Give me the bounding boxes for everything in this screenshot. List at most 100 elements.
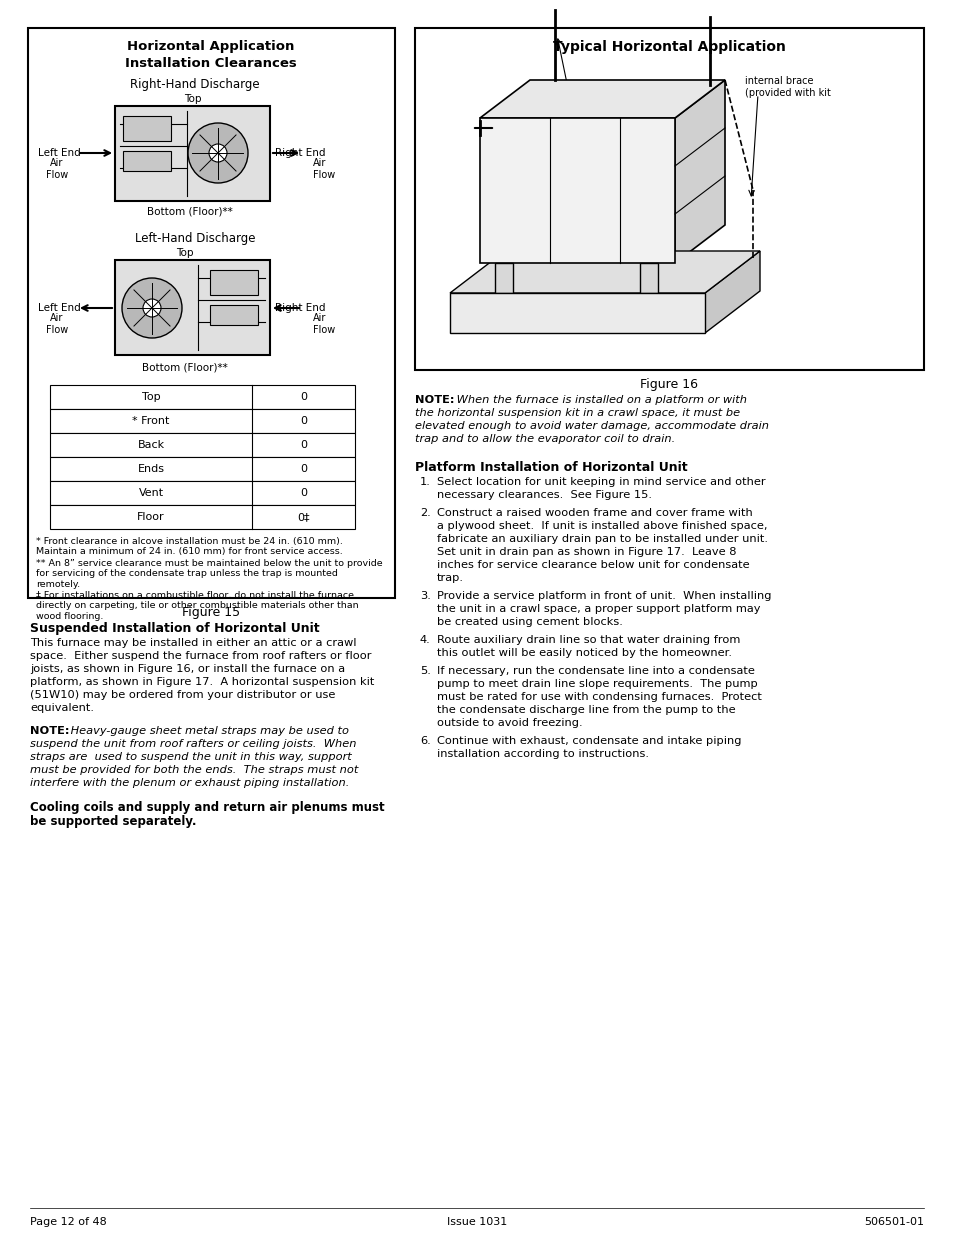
Text: Back: Back [137,440,164,450]
Text: interfere with the plenum or exhaust piping installation.: interfere with the plenum or exhaust pip… [30,778,349,788]
Text: Construct a raised wooden frame and cover frame with: Construct a raised wooden frame and cove… [436,508,752,517]
Text: Left End: Left End [38,148,81,158]
Bar [50,480,355,505]
Bar [495,263,513,293]
Text: Page 12 of 48: Page 12 of 48 [30,1216,107,1228]
Text: Drain Pan: Drain Pan [455,308,505,317]
Text: Issue 1031: Issue 1031 [446,1216,507,1228]
Text: NOTE:: NOTE: [415,395,454,405]
Text: Right End: Right End [274,303,325,312]
Text: 3.: 3. [419,592,431,601]
Text: Route auxiliary drain line so that water draining from: Route auxiliary drain line so that water… [436,635,740,645]
Text: pump to meet drain line slope requirements.  The pump: pump to meet drain line slope requiremen… [436,679,757,689]
Text: Bottom (Floor)**: Bottom (Floor)** [142,362,228,372]
Circle shape [188,124,248,183]
Text: Air
Flow: Air Flow [46,312,68,335]
Bar [50,385,355,409]
Text: 2.: 2. [419,508,431,517]
Circle shape [143,299,161,317]
Polygon shape [450,293,704,333]
Text: a plywood sheet.  If unit is installed above finished space,: a plywood sheet. If unit is installed ab… [436,521,767,531]
Text: Top: Top [142,391,160,403]
Text: Figure 16: Figure 16 [639,378,698,391]
Text: Left End: Left End [38,303,81,312]
Bar [115,261,270,354]
Text: equivalent.: equivalent. [30,703,94,713]
Text: Bottom (Floor)**: Bottom (Floor)** [147,206,233,216]
Text: trap and to allow the evaporator coil to drain.: trap and to allow the evaporator coil to… [415,433,675,445]
Text: be supported separately.: be supported separately. [30,815,196,827]
Text: * Front clearance in alcove installation must be 24 in. (610 mm).
Maintain a min: * Front clearance in alcove installation… [36,537,342,557]
Text: 0‡: 0‡ [297,513,310,522]
Text: (51W10) may be ordered from your distributor or use: (51W10) may be ordered from your distrib… [30,690,335,700]
Bar [123,116,171,141]
Text: * Front: * Front [132,416,170,426]
Text: outside to avoid freezing.: outside to avoid freezing. [436,718,582,727]
Bar [123,151,171,170]
Text: fabricate an auxiliary drain pan to be installed under unit.: fabricate an auxiliary drain pan to be i… [436,534,767,543]
Bar [415,28,923,370]
Text: platform, as shown in Figure 17.  A horizontal suspension kit: platform, as shown in Figure 17. A horiz… [30,677,374,687]
Text: Select location for unit keeping in mind service and other: Select location for unit keeping in mind… [436,477,765,487]
Polygon shape [675,80,724,263]
Text: Heavy-gauge sheet metal straps may be used to: Heavy-gauge sheet metal straps may be us… [67,726,349,736]
Text: Platform Installation of Horizontal Unit: Platform Installation of Horizontal Unit [415,461,687,474]
Polygon shape [704,251,760,333]
Text: installation according to instructions.: installation according to instructions. [436,748,648,760]
Text: Vent: Vent [138,488,163,498]
Text: Right-Hand Discharge: Right-Hand Discharge [130,78,259,91]
Text: Typical Horizontal Application: Typical Horizontal Application [552,40,784,54]
Text: space.  Either suspend the furnace from roof rafters or floor: space. Either suspend the furnace from r… [30,651,371,661]
Text: suspend the unit from roof rafters or ceiling joists.  When: suspend the unit from roof rafters or ce… [30,739,356,748]
Text: must be rated for use with condensing furnaces.  Protect: must be rated for use with condensing fu… [436,692,761,701]
Text: This furnace may be installed in either an attic or a crawl: This furnace may be installed in either … [30,638,356,648]
Text: be created using cement blocks.: be created using cement blocks. [436,618,622,627]
Text: If necessary, run the condensate line into a condensate: If necessary, run the condensate line in… [436,666,754,676]
Text: Top: Top [184,94,201,104]
Circle shape [122,278,182,338]
Text: ‡ For installations on a combustible floor, do not install the furnace
directly : ‡ For installations on a combustible flo… [36,592,358,621]
Text: elevated enough to avoid water damage, accommodate drain: elevated enough to avoid water damage, a… [415,421,768,431]
Polygon shape [479,119,675,263]
Text: the horizontal suspension kit in a crawl space, it must be: the horizontal suspension kit in a crawl… [415,408,740,417]
Circle shape [209,144,227,162]
Text: 0: 0 [299,416,307,426]
Text: straps are  used to suspend the unit in this way, support: straps are used to suspend the unit in t… [30,752,352,762]
Text: internal brace
(provided with kit: internal brace (provided with kit [744,77,830,98]
Text: Air
Flow: Air Flow [313,312,335,335]
Text: NOTE:: NOTE: [30,726,70,736]
Text: must be provided for both the ends.  The straps must not: must be provided for both the ends. The … [30,764,358,776]
Bar [210,305,257,325]
Text: bracket
(typical): bracket (typical) [569,105,610,127]
Text: Left-Hand Discharge: Left-Hand Discharge [134,232,255,245]
Text: necessary clearances.  See Figure 15.: necessary clearances. See Figure 15. [436,490,651,500]
Text: Air
Flow: Air Flow [313,158,335,179]
Text: Right End: Right End [274,148,325,158]
Bar [28,28,395,598]
Text: Horizontal Application: Horizontal Application [127,40,294,53]
Text: Continue with exhaust, condensate and intake piping: Continue with exhaust, condensate and in… [436,736,740,746]
Text: joists, as shown in Figure 16, or install the furnace on a: joists, as shown in Figure 16, or instal… [30,664,345,674]
Text: Air
Flow: Air Flow [46,158,68,179]
Text: 0: 0 [299,440,307,450]
Text: the unit in a crawl space, a proper support platform may: the unit in a crawl space, a proper supp… [436,604,760,614]
Polygon shape [450,251,760,293]
Text: 6.: 6. [419,736,431,746]
Text: 506501-01: 506501-01 [863,1216,923,1228]
Text: 0: 0 [299,488,307,498]
Text: the condensate discharge line from the pump to the: the condensate discharge line from the p… [436,705,735,715]
Text: 4.: 4. [419,635,431,645]
Text: Suspended Installation of Horizontal Unit: Suspended Installation of Horizontal Uni… [30,622,319,635]
Text: Ends: Ends [137,464,164,474]
Bar [50,433,355,457]
Polygon shape [479,80,724,119]
Bar [50,457,355,480]
Text: 0: 0 [299,464,307,474]
Text: 0: 0 [299,391,307,403]
Text: Installation Clearances: Installation Clearances [125,57,296,70]
Bar [50,505,355,529]
Bar [210,270,257,295]
Text: 1.: 1. [419,477,431,487]
Bar [115,106,270,201]
Text: Figure 15: Figure 15 [182,606,240,619]
